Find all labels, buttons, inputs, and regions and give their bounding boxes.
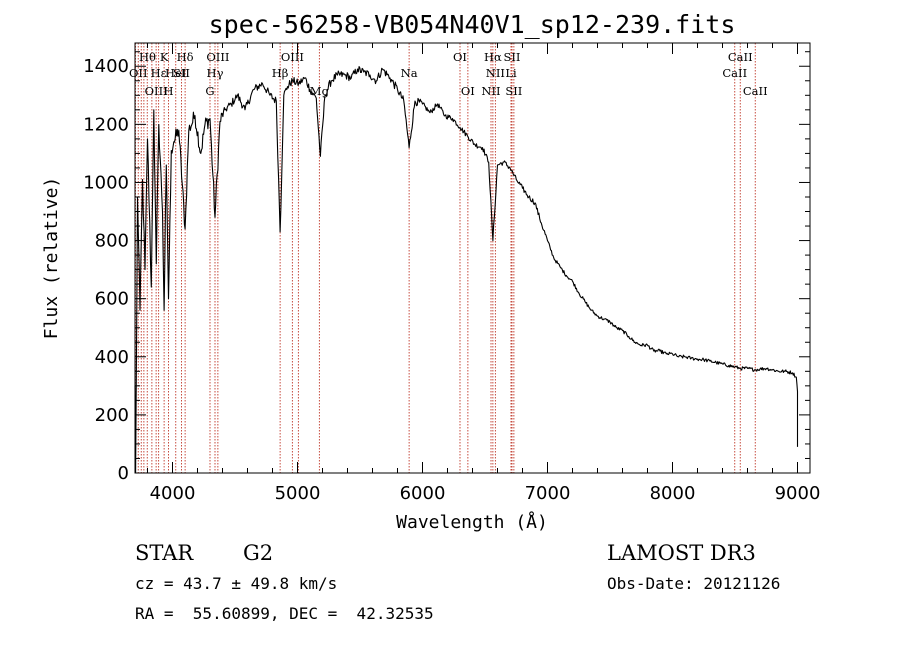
line-label: SII bbox=[173, 66, 190, 80]
line-label: NII bbox=[481, 84, 500, 98]
x-tick-label: 9000 bbox=[775, 483, 821, 504]
line-label: G bbox=[205, 84, 214, 98]
observation-date: Obs-Date: 20121126 bbox=[607, 574, 781, 593]
x-tick-label: 6000 bbox=[400, 483, 446, 504]
y-tick-label: 600 bbox=[95, 289, 129, 310]
line-label: OIII bbox=[206, 50, 229, 64]
line-label: Hδ bbox=[177, 50, 194, 64]
chart-title: spec-56258-VB054N40V1_sp12-239.fits bbox=[209, 10, 736, 39]
line-label: Hθ bbox=[139, 50, 156, 64]
line-label: OI bbox=[461, 84, 475, 98]
line-label: SII bbox=[504, 50, 521, 64]
line-label: Hα bbox=[484, 50, 502, 64]
y-tick-label: 1200 bbox=[83, 114, 129, 135]
x-axis-ticks: 4000 5000 6000 7000 8000 9000 bbox=[147, 43, 821, 504]
y-tick-label: 800 bbox=[95, 231, 129, 252]
x-tick-label: 8000 bbox=[650, 483, 696, 504]
line-label: OII bbox=[129, 66, 148, 80]
plot-frame bbox=[134, 42, 811, 474]
x-axis-label: Wavelength (Å) bbox=[396, 511, 548, 533]
x-tick-label: 5000 bbox=[275, 483, 321, 504]
y-axis-label: Flux (relative) bbox=[41, 177, 62, 340]
y-tick-label: 1400 bbox=[83, 56, 129, 77]
line-label: CaII bbox=[722, 66, 747, 80]
line-label: OIII bbox=[281, 50, 304, 64]
line-label: Hβ bbox=[272, 66, 289, 80]
line-label: K bbox=[160, 50, 169, 64]
line-label: Li bbox=[505, 66, 517, 80]
line-label: CaII bbox=[728, 50, 753, 64]
line-label: OIII bbox=[145, 84, 168, 98]
spectrum-line bbox=[134, 66, 799, 474]
line-label: H bbox=[163, 84, 173, 98]
line-label: SII bbox=[505, 84, 522, 98]
line-label: Hγ bbox=[207, 66, 224, 80]
y-axis-ticks: 0 200 400 600 800 1000 1200 1400 bbox=[83, 51, 810, 484]
line-label: Na bbox=[401, 66, 418, 80]
x-tick-label: 4000 bbox=[150, 483, 196, 504]
survey-name: LAMOST DR3 bbox=[607, 541, 756, 565]
line-label: OI bbox=[453, 50, 467, 64]
y-tick-label: 200 bbox=[95, 405, 129, 426]
y-tick-label: 400 bbox=[95, 347, 129, 368]
line-label: HeI bbox=[165, 66, 186, 80]
line-markers-group bbox=[135, 43, 756, 473]
coordinates: RA = 55.60899, DEC = 42.32535 bbox=[135, 604, 434, 623]
y-tick-label: 0 bbox=[118, 463, 129, 484]
line-label: CaII bbox=[743, 84, 768, 98]
line-label: NII bbox=[486, 66, 505, 80]
y-tick-label: 1000 bbox=[83, 172, 129, 193]
x-tick-label: 7000 bbox=[525, 483, 571, 504]
object-class: STAR bbox=[135, 541, 194, 565]
object-subclass: G2 bbox=[243, 541, 274, 565]
redshift-info: cz = 43.7 ± 49.8 km/s bbox=[135, 574, 338, 593]
line-label: Hε bbox=[151, 66, 167, 80]
